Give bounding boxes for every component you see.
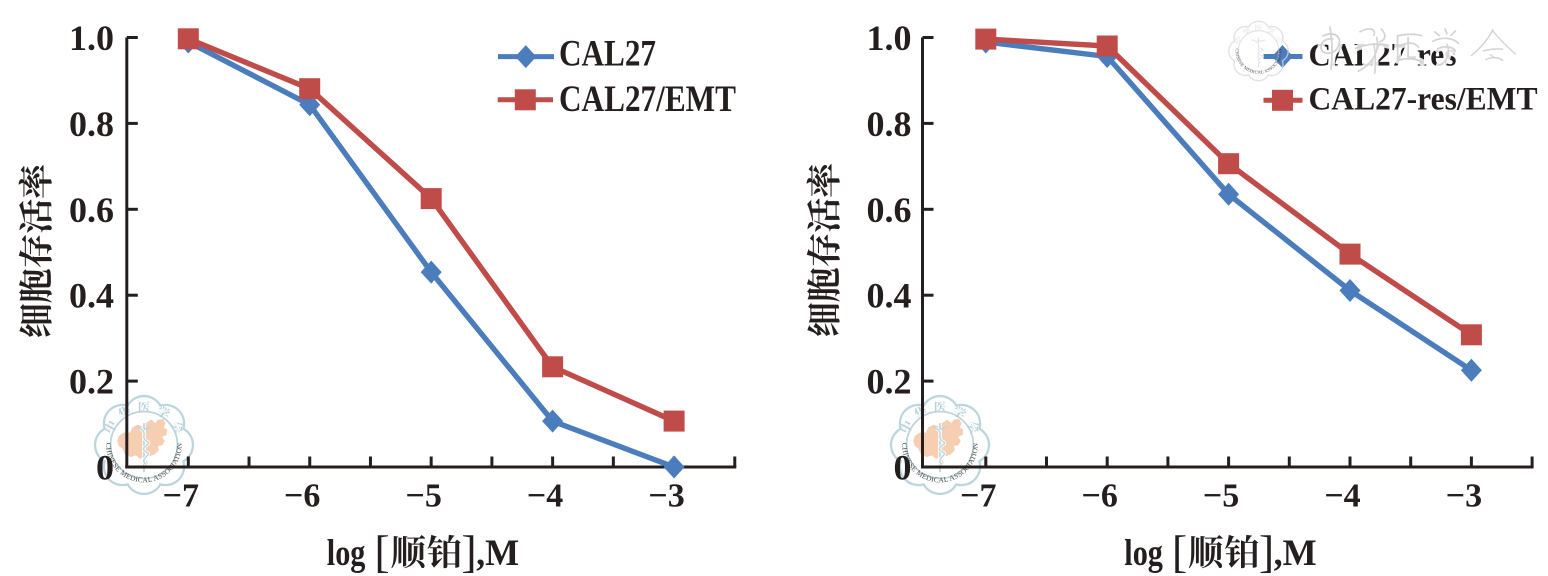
svg-text:−3: −3 bbox=[648, 478, 684, 515]
svg-text:−5: −5 bbox=[405, 478, 441, 515]
svg-text:0.4: 0.4 bbox=[69, 276, 114, 316]
svg-text:0.2: 0.2 bbox=[867, 362, 912, 402]
svg-text:log: log bbox=[1124, 533, 1163, 574]
svg-text:CAL27/EMT: CAL27/EMT bbox=[559, 79, 736, 120]
svg-text:log: log bbox=[327, 533, 366, 574]
svg-text:−5: −5 bbox=[1203, 478, 1239, 515]
svg-text:]: ] bbox=[461, 526, 476, 576]
svg-text:−6: −6 bbox=[1082, 478, 1118, 515]
svg-text:[: [ bbox=[374, 526, 389, 576]
svg-text:−7: −7 bbox=[163, 478, 199, 515]
svg-text:−4: −4 bbox=[1324, 478, 1360, 515]
svg-text:−3: −3 bbox=[1446, 478, 1482, 515]
svg-text:0.6: 0.6 bbox=[867, 190, 912, 230]
svg-text:,M: ,M bbox=[1274, 533, 1317, 574]
svg-text:0.2: 0.2 bbox=[69, 362, 114, 402]
svg-text:CAL27-res/EMT: CAL27-res/EMT bbox=[1309, 82, 1538, 118]
svg-text:[: [ bbox=[1172, 526, 1187, 576]
svg-text:]: ] bbox=[1259, 526, 1274, 576]
svg-text:0: 0 bbox=[894, 448, 912, 488]
svg-text:CAL27: CAL27 bbox=[559, 34, 656, 75]
svg-text:0.8: 0.8 bbox=[867, 104, 912, 144]
svg-text:0.8: 0.8 bbox=[69, 104, 114, 144]
svg-text:1.0: 1.0 bbox=[867, 18, 912, 58]
svg-text:1.0: 1.0 bbox=[69, 18, 114, 58]
svg-text:0.4: 0.4 bbox=[867, 276, 912, 316]
svg-text:−4: −4 bbox=[527, 478, 563, 515]
svg-text:−6: −6 bbox=[284, 478, 320, 515]
svg-text:0: 0 bbox=[96, 448, 114, 488]
svg-text:0.6: 0.6 bbox=[69, 190, 114, 230]
svg-text:−7: −7 bbox=[960, 478, 996, 515]
svg-text:,M: ,M bbox=[476, 533, 519, 574]
